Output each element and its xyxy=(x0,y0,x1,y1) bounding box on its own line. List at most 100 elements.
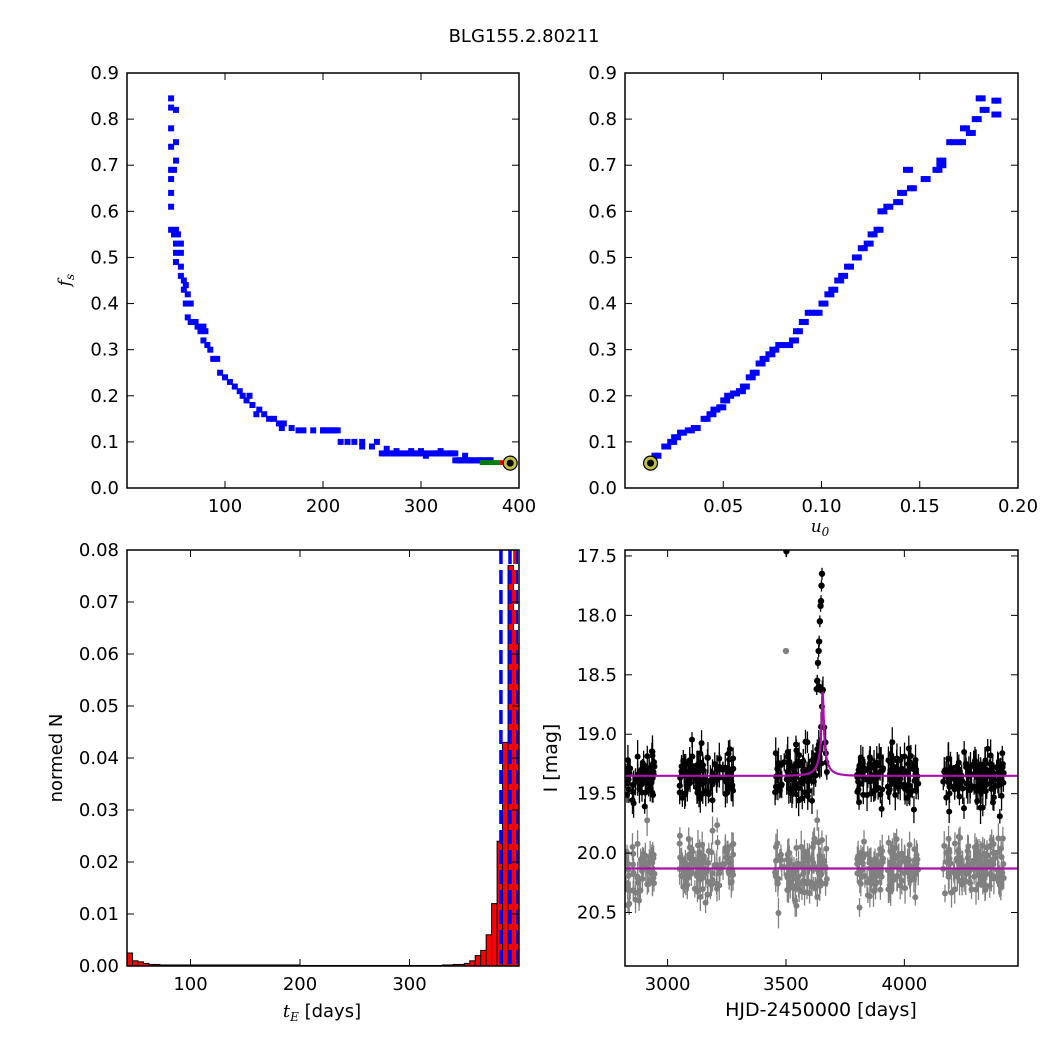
data-point xyxy=(729,782,736,789)
data-point xyxy=(796,328,803,335)
data-point-secondary xyxy=(782,647,790,655)
data-point xyxy=(945,779,952,786)
data-point xyxy=(991,111,998,118)
data-point-secondary xyxy=(898,850,905,857)
data-point xyxy=(877,226,884,233)
data-point-secondary xyxy=(686,844,693,851)
data-point-secondary xyxy=(879,859,886,866)
data-point xyxy=(671,438,678,445)
x-axis-label-subscript: E xyxy=(289,1010,299,1024)
data-point-secondary xyxy=(699,874,706,881)
data-point xyxy=(816,309,823,316)
x-axis-label-unit: [days] xyxy=(299,1001,361,1022)
y-tick-label: 0.0 xyxy=(588,478,617,499)
y-tick-label: 0.08 xyxy=(79,540,119,561)
data-point xyxy=(979,95,986,102)
data-point-secondary xyxy=(971,858,978,865)
data-point-secondary xyxy=(627,887,634,894)
data-point-secondary xyxy=(685,874,692,881)
data-point xyxy=(945,755,952,762)
best-fit-marker-center xyxy=(506,459,514,467)
data-point-secondary xyxy=(942,890,949,897)
data-point xyxy=(959,125,966,132)
data-point xyxy=(815,683,823,690)
data-point xyxy=(680,429,687,436)
data-point xyxy=(960,805,967,812)
data-point xyxy=(787,342,794,349)
y-tick-label: 0.7 xyxy=(588,155,617,176)
data-point-secondary xyxy=(798,888,805,895)
data-point-secondary xyxy=(775,909,782,916)
data-point-secondary xyxy=(625,858,629,865)
data-point xyxy=(759,360,766,367)
data-point-secondary xyxy=(678,856,685,863)
data-point-secondary xyxy=(995,835,1002,842)
data-point xyxy=(249,402,256,408)
data-point-secondary xyxy=(634,840,641,847)
axes-frame xyxy=(624,72,1019,489)
data-point xyxy=(875,784,882,791)
data-point xyxy=(724,789,731,796)
y-tick-label: 0.8 xyxy=(90,109,119,130)
y-tick-label: 0.2 xyxy=(588,386,617,407)
data-point xyxy=(638,781,645,788)
data-point-secondary xyxy=(898,877,905,884)
data-point-secondary xyxy=(809,843,816,850)
data-point xyxy=(924,176,931,183)
data-point xyxy=(808,309,815,316)
data-point xyxy=(207,346,214,353)
data-point xyxy=(716,404,723,411)
data-point xyxy=(197,328,204,335)
data-point-secondary xyxy=(864,879,871,886)
data-point xyxy=(887,203,894,210)
data-point xyxy=(975,95,982,102)
data-point-secondary xyxy=(694,842,701,849)
data-point xyxy=(735,388,742,395)
data-point xyxy=(724,397,731,404)
data-point xyxy=(194,323,201,330)
data-point xyxy=(168,125,175,132)
data-point xyxy=(802,738,809,745)
data-point-secondary xyxy=(950,869,957,876)
data-point-secondary xyxy=(714,839,721,846)
data-point xyxy=(173,226,179,233)
data-point xyxy=(697,795,704,802)
data-point xyxy=(452,450,459,457)
data-point xyxy=(231,383,238,390)
data-point xyxy=(878,805,885,812)
data-point xyxy=(200,337,207,344)
data-point xyxy=(359,438,366,445)
data-point-secondary xyxy=(730,851,737,858)
y-tick-label: 0.07 xyxy=(79,592,119,613)
data-point-secondary xyxy=(814,817,821,824)
data-point xyxy=(709,797,716,804)
data-point xyxy=(168,95,175,102)
data-point-secondary xyxy=(823,845,830,852)
data-point xyxy=(667,438,674,445)
data-point-secondary xyxy=(786,872,793,879)
data-point-secondary xyxy=(890,876,897,883)
histogram-bar xyxy=(491,903,498,967)
data-point-secondary xyxy=(912,894,919,901)
data-point-secondary xyxy=(902,885,909,892)
data-point-secondary xyxy=(982,871,989,878)
y-tick-label: 18.5 xyxy=(577,665,617,686)
data-point xyxy=(462,452,469,459)
data-point xyxy=(708,778,715,785)
data-point xyxy=(256,406,263,413)
data-point xyxy=(905,745,912,752)
data-point xyxy=(982,757,989,764)
accent-green-segment xyxy=(479,460,500,466)
data-point xyxy=(936,166,943,173)
data-point xyxy=(679,794,686,801)
data-point xyxy=(805,787,812,794)
y-tick-label: 0.8 xyxy=(588,109,617,130)
y-tick-label: 0.3 xyxy=(90,340,119,361)
data-point xyxy=(824,291,831,298)
data-point-secondary xyxy=(877,886,884,893)
data-point xyxy=(625,757,631,764)
data-point xyxy=(983,106,990,113)
data-point xyxy=(863,240,870,247)
data-point xyxy=(246,392,253,399)
